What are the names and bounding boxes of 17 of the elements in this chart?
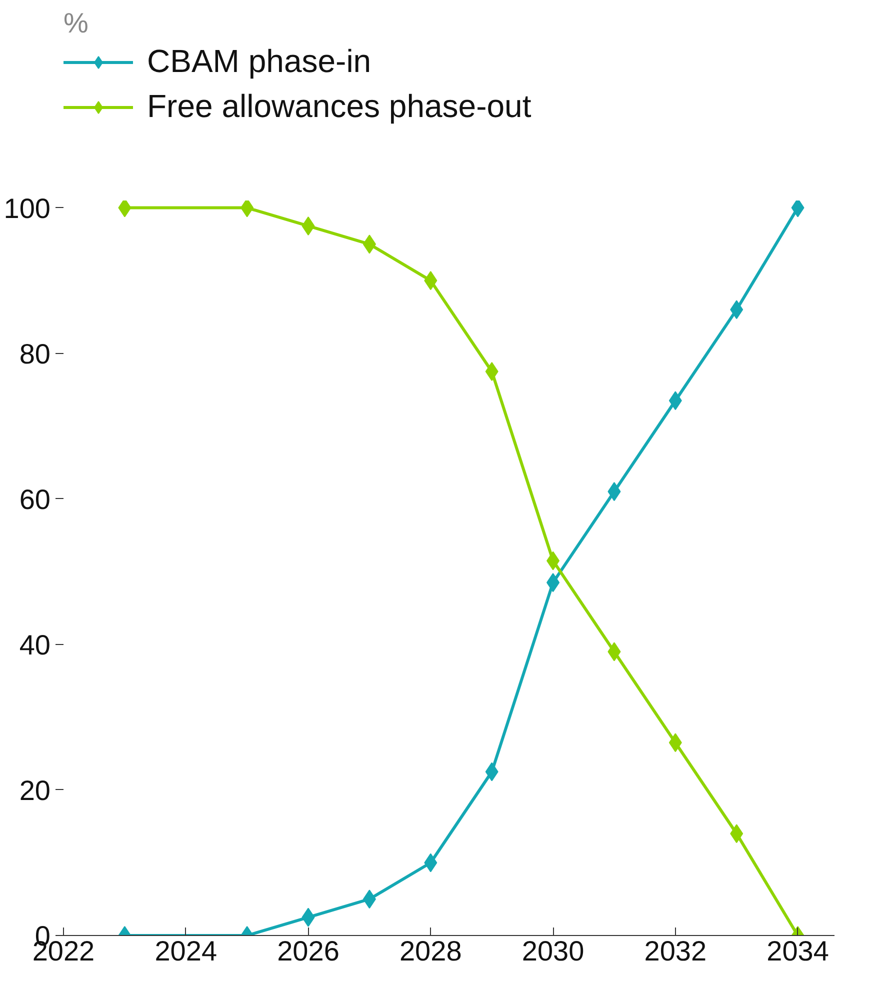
y-tick-label: 80 [19, 338, 51, 370]
text: % [64, 8, 88, 38]
point [791, 200, 804, 218]
y-tick-label: 20 [19, 774, 51, 806]
x-tick-label: 2026 [277, 936, 340, 966]
legend-label: CBAM phase-in [147, 43, 372, 80]
x-tick-label: 2034 [766, 936, 829, 966]
x-tick-label: 2030 [522, 936, 584, 966]
y-tick-label: 60 [19, 484, 51, 515]
point [240, 200, 254, 218]
point [118, 200, 132, 218]
x-tick-label: 2024 [154, 936, 218, 966]
x-tick-label: 2028 [400, 936, 462, 966]
x-tick-label: 2032 [644, 936, 707, 966]
y-tick-label: 40 [19, 629, 51, 660]
y-tick-label: 100 [4, 192, 50, 224]
legend-label: Free allowances phase-out [147, 88, 532, 125]
